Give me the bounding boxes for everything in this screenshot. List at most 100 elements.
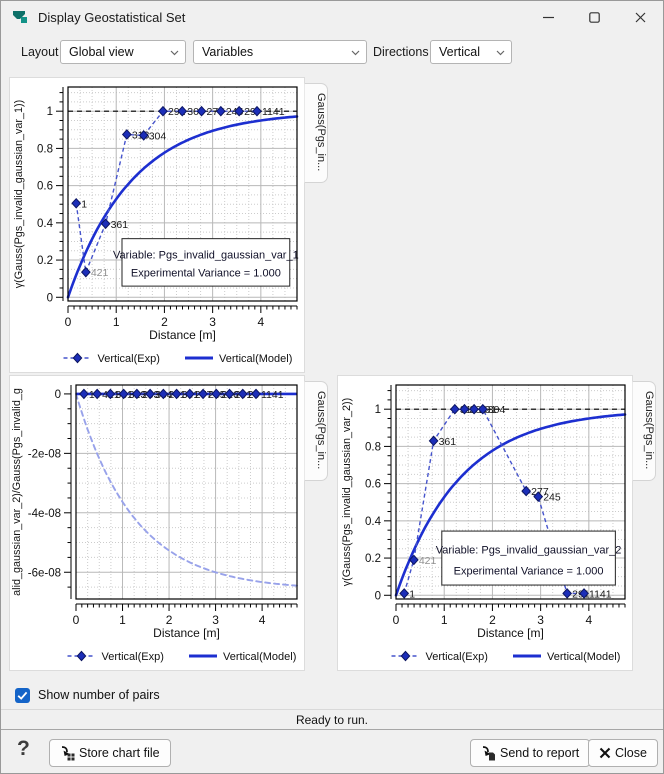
close-button[interactable]: Close xyxy=(588,739,658,767)
variogram-chart-var1: 1421361313304291304277245291141Variable:… xyxy=(13,86,299,365)
directions-label: Directions xyxy=(373,45,429,59)
svg-text:361: 361 xyxy=(439,436,457,448)
svg-text:2: 2 xyxy=(166,613,173,627)
svg-text:304: 304 xyxy=(149,130,167,142)
chart-panel-var1: 1421361313304291304277245291141Variable:… xyxy=(9,77,305,373)
store-chart-file-button[interactable]: Store chart file xyxy=(49,739,171,767)
svg-text:Vertical(Exp): Vertical(Exp) xyxy=(98,353,160,365)
svg-text:-2e-08: -2e-08 xyxy=(28,448,61,460)
minimize-button[interactable] xyxy=(525,1,571,33)
svg-text:γ(Gauss(Pgs_invalid_gaussian_v: γ(Gauss(Pgs_invalid_gaussian_var_2)) xyxy=(341,398,353,586)
svg-text:1: 1 xyxy=(47,106,53,118)
svg-text:Vertical(Exp): Vertical(Exp) xyxy=(102,651,164,663)
svg-text:1: 1 xyxy=(81,198,87,210)
svg-text:-6e-08: -6e-08 xyxy=(28,567,61,579)
svg-text:0: 0 xyxy=(73,613,80,627)
variables-select[interactable]: Variables xyxy=(193,40,367,64)
directions-select[interactable]: Vertical xyxy=(430,40,512,64)
svg-text:3: 3 xyxy=(212,613,219,627)
app-icon xyxy=(13,11,27,23)
cross-variogram-chart: 1421361313263304291301277245216291291141… xyxy=(11,384,298,663)
svg-text:0: 0 xyxy=(65,315,72,329)
minimize-icon xyxy=(542,16,554,18)
svg-text:Vertical(Model): Vertical(Model) xyxy=(547,651,620,663)
help-button[interactable]: ? xyxy=(17,737,30,760)
svg-text:0: 0 xyxy=(393,613,400,627)
svg-text:Distance [m]: Distance [m] xyxy=(153,626,220,640)
svg-text:0: 0 xyxy=(55,389,61,401)
svg-text:361: 361 xyxy=(111,219,129,231)
svg-text:0.6: 0.6 xyxy=(37,181,53,193)
svg-text:0.4: 0.4 xyxy=(365,516,382,528)
svg-text:1: 1 xyxy=(441,613,448,627)
svg-text:245: 245 xyxy=(543,492,561,504)
svg-text:1: 1 xyxy=(89,389,95,401)
store-chart-file-icon xyxy=(61,745,75,760)
svg-text:Vertical(Model): Vertical(Model) xyxy=(219,353,292,365)
maximize-button[interactable] xyxy=(571,1,617,33)
chart-panel-cross: 1421361313263304291301277245216291291141… xyxy=(9,375,305,671)
directions-select-value: Vertical xyxy=(439,45,480,59)
svg-text:0.4: 0.4 xyxy=(37,218,54,230)
footer: ? Store chart file Send to report xyxy=(1,731,663,773)
svg-text:421: 421 xyxy=(91,267,109,279)
svg-text:0.8: 0.8 xyxy=(365,441,381,453)
show-pairs-row: Show number of pairs xyxy=(15,685,160,705)
chevron-down-icon xyxy=(496,50,505,55)
svg-text:1141: 1141 xyxy=(262,106,285,118)
close-button-label: Close xyxy=(615,746,647,760)
svg-text:421: 421 xyxy=(419,555,437,567)
svg-text:Experimental Variance = 1.000: Experimental Variance = 1.000 xyxy=(454,565,604,577)
chart-side-tab[interactable]: Gauss(Pgs_in... xyxy=(304,381,328,481)
title-bar: Display Geostatistical Set xyxy=(1,1,663,33)
svg-text:304: 304 xyxy=(488,404,506,416)
maximize-icon xyxy=(588,11,600,23)
svg-text:alid_gaussian_var_2)/Gauss(Pgs: alid_gaussian_var_2)/Gauss(Pgs_invalid_g xyxy=(11,388,23,596)
toolbar: Layout Global view Variables Directions … xyxy=(1,37,663,73)
variogram-chart-var2: 14213613133042913042772452911141Variable… xyxy=(341,384,627,663)
svg-text:Distance [m]: Distance [m] xyxy=(477,626,544,640)
svg-text:Distance [m]: Distance [m] xyxy=(149,328,216,342)
layout-select[interactable]: Global view xyxy=(60,40,186,64)
svg-text:1: 1 xyxy=(409,588,415,600)
svg-text:Variable: Pgs_invalid_gaussian: Variable: Pgs_invalid_gaussian_var_2 xyxy=(436,545,622,557)
svg-text:0.6: 0.6 xyxy=(365,479,381,491)
checkmark-icon xyxy=(17,691,28,700)
layout-label: Layout xyxy=(21,45,59,59)
svg-text:0: 0 xyxy=(47,292,53,304)
layout-select-value: Global view xyxy=(69,45,134,59)
chart-side-tab[interactable]: Gauss(Pgs_in... xyxy=(632,381,656,481)
chart-panel-var2: 14213613133042913042772452911141Variable… xyxy=(337,375,633,671)
svg-text:0: 0 xyxy=(375,590,381,602)
chart-side-tab[interactable]: Gauss(Pgs_in... xyxy=(304,83,328,183)
status-bar: Ready to run. xyxy=(1,709,663,730)
svg-text:3: 3 xyxy=(209,315,216,329)
svg-text:4: 4 xyxy=(585,613,592,627)
send-to-report-button[interactable]: Send to report xyxy=(470,739,591,767)
svg-text:Vertical(Model): Vertical(Model) xyxy=(223,651,296,663)
send-to-report-icon xyxy=(482,745,495,760)
close-x-icon xyxy=(599,747,611,759)
show-pairs-checkbox[interactable] xyxy=(15,687,30,703)
chevron-down-icon xyxy=(351,50,360,55)
svg-text:1141: 1141 xyxy=(261,389,284,401)
svg-text:Variable: Pgs_invalid_gaussian: Variable: Pgs_invalid_gaussian_var_1 xyxy=(113,250,299,262)
svg-text:1141: 1141 xyxy=(589,588,612,600)
svg-text:4: 4 xyxy=(257,315,264,329)
svg-text:Vertical(Exp): Vertical(Exp) xyxy=(426,651,488,663)
close-icon xyxy=(635,12,645,22)
svg-text:γ(Gauss(Pgs_invalid_gaussian_v: γ(Gauss(Pgs_invalid_gaussian_var_1)) xyxy=(13,100,25,288)
variables-select-value: Variables xyxy=(202,45,254,59)
svg-text:Experimental Variance = 1.000: Experimental Variance = 1.000 xyxy=(131,268,281,280)
svg-text:1: 1 xyxy=(375,404,381,416)
svg-text:0.8: 0.8 xyxy=(37,143,53,155)
show-pairs-label: Show number of pairs xyxy=(38,688,160,702)
svg-text:-4e-08: -4e-08 xyxy=(28,508,61,520)
svg-text:0.2: 0.2 xyxy=(37,255,53,267)
svg-text:3: 3 xyxy=(537,613,544,627)
svg-text:4: 4 xyxy=(259,613,266,627)
svg-text:2: 2 xyxy=(489,613,496,627)
store-chart-file-label: Store chart file xyxy=(79,746,160,760)
close-window-button[interactable] xyxy=(617,1,663,33)
svg-text:1: 1 xyxy=(119,613,126,627)
